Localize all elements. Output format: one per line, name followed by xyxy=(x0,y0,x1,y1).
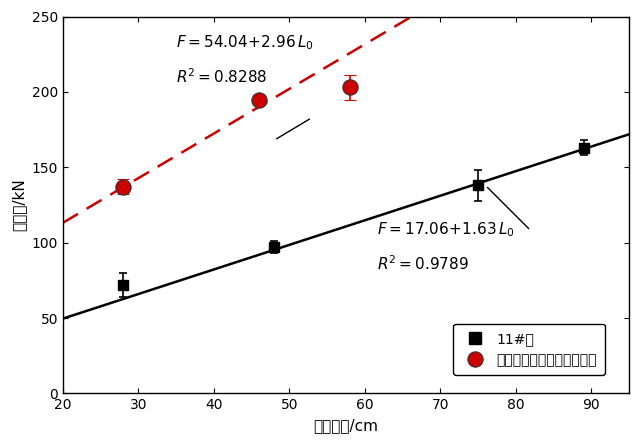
Text: $R^2 = 0.9789$: $R^2 = 0.9789$ xyxy=(377,254,469,273)
Text: $R^2 = 0.8288$: $R^2 = 0.8288$ xyxy=(176,67,268,86)
Y-axis label: 锁固力/kN: 锁固力/kN xyxy=(11,178,26,231)
Text: $F = 54.04\!+\!2.96\,L_0$: $F = 54.04\!+\!2.96\,L_0$ xyxy=(176,34,314,52)
Text: $F = 17.06\!+\!1.63\,L_0$: $F = 17.06\!+\!1.63\,L_0$ xyxy=(377,220,515,239)
Legend: 11#煎, 砂质页岔与细、中砂岔互层: 11#煎, 砂质页岔与细、中砂岔互层 xyxy=(453,324,605,375)
X-axis label: 锁固长度/cm: 锁固长度/cm xyxy=(314,418,378,433)
